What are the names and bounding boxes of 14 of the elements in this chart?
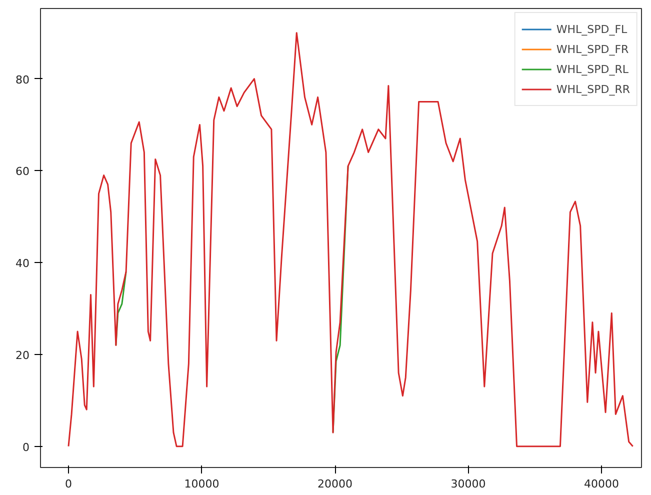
x-tick-label: 0: [64, 478, 72, 490]
y-tick-label: 80: [16, 73, 30, 86]
x-tick-label: 40000: [584, 478, 620, 490]
y-tick-label: 60: [16, 165, 30, 178]
legend-label: WHL_SPD_FR: [556, 42, 629, 56]
y-tick-label: 0: [22, 440, 30, 454]
y-tick-label: 40: [16, 257, 30, 270]
x-tick-label: 20000: [318, 478, 353, 490]
legend-label: WHL_SPD_RR: [556, 82, 630, 96]
x-tick-label: 10000: [184, 478, 220, 490]
x-tick-label: 30000: [450, 478, 486, 490]
legend-label: WHL_SPD_RL: [556, 62, 628, 76]
legend-label: WHL_SPD_FL: [556, 22, 628, 36]
y-tick-label: 20: [16, 348, 30, 362]
